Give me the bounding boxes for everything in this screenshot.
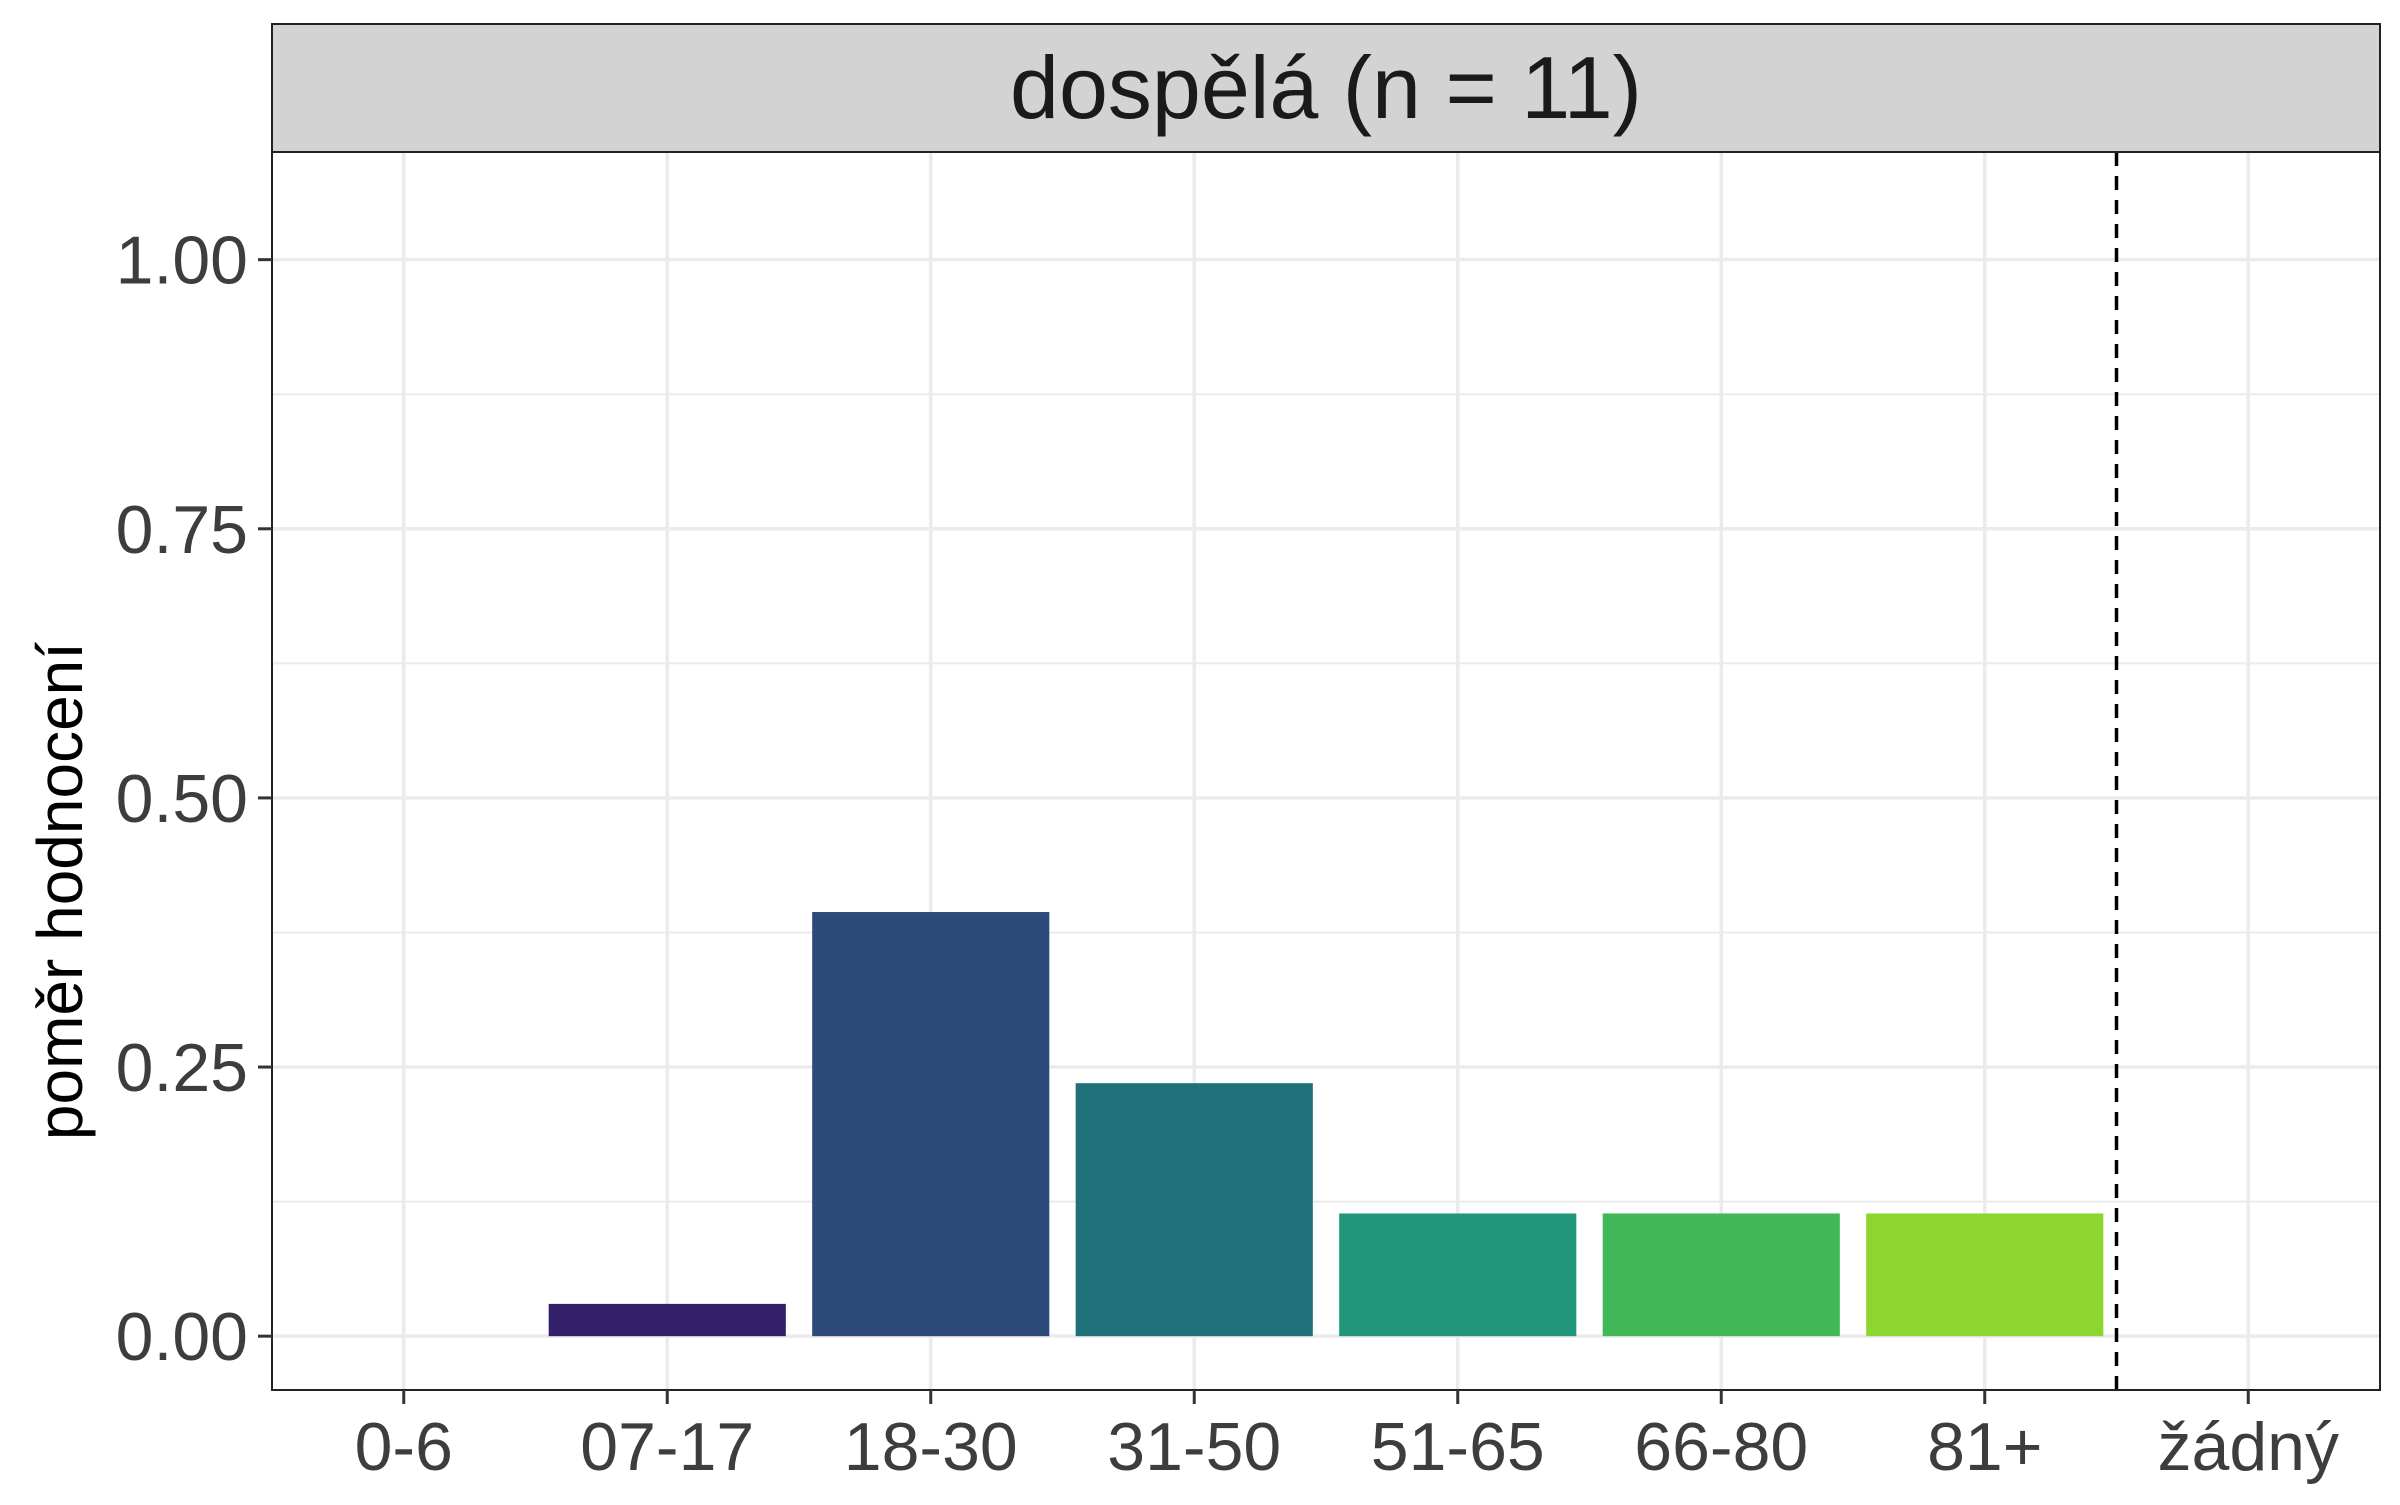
chart-title: dospělá (n = 11) (1010, 38, 1642, 137)
x-tick-label: 66-80 (1634, 1409, 1808, 1485)
x-tick-label: 07-17 (580, 1409, 754, 1485)
y-tick-label: 0.50 (116, 761, 248, 837)
bar-31-50 (1075, 1083, 1313, 1337)
y-tick-label: 0.25 (116, 1030, 248, 1106)
bar-81+ (1866, 1213, 2104, 1337)
x-tick-label: 51-65 (1371, 1409, 1545, 1485)
y-axis: 0.00 0.25 0.50 0.75 1.00 (116, 223, 272, 1375)
y-tick-label: 0.00 (116, 1299, 248, 1375)
bar-18-30 (812, 912, 1050, 1337)
bar-51-65 (1339, 1213, 1577, 1337)
bar-66-80 (1602, 1213, 1840, 1337)
panel-border (271, 151, 2381, 1391)
facet-strip (271, 23, 2381, 153)
bars (548, 912, 2104, 1337)
bar-07-17 (548, 1303, 786, 1337)
x-tick-label: 31-50 (1107, 1409, 1281, 1485)
x-tick-label: 81+ (1927, 1409, 2042, 1485)
y-tick-label: 0.75 (116, 492, 248, 568)
x-tick-label: žádný (2158, 1409, 2339, 1485)
x-tick-label: 0-6 (355, 1409, 453, 1485)
x-tick-label: 18-30 (844, 1409, 1018, 1485)
gridlines (272, 152, 2380, 1390)
x-axis: 0-6 07-17 18-30 31-50 51-65 66-80 81+ žádný (355, 1390, 2339, 1485)
y-axis-label: poměr hodnocení (24, 642, 96, 1140)
y-tick-label: 1.00 (116, 223, 248, 299)
